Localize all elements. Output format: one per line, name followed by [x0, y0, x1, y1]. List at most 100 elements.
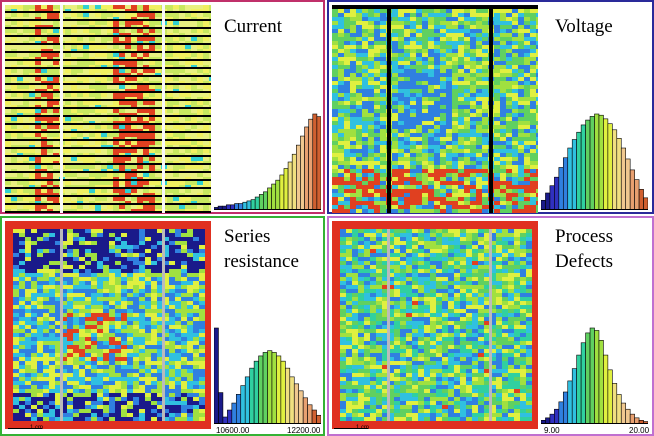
histogram-bar [249, 367, 255, 424]
histogram-bar [311, 409, 317, 424]
histogram-bar [231, 402, 237, 424]
voltage-map-image [332, 5, 538, 213]
histogram-bar [307, 404, 313, 424]
series-resistance-xmax: 12200.00 [287, 426, 321, 435]
histogram-bar [612, 383, 618, 424]
histogram-bar [302, 397, 308, 424]
histogram-bar [585, 332, 591, 424]
histogram-bar [562, 157, 569, 210]
histogram-bar [253, 360, 259, 424]
histogram-bar [267, 350, 273, 424]
series-resistance-map-image [5, 221, 211, 429]
histogram-bar [300, 135, 305, 210]
histogram-bar [620, 402, 627, 424]
process-defects-xmin: 9.00 [544, 426, 560, 435]
histogram-bar [580, 342, 586, 424]
current-map-image [5, 5, 211, 213]
histogram-bar [638, 189, 644, 210]
histogram-bar [580, 124, 586, 210]
series-resistance-histogram [214, 324, 321, 424]
histogram-bar [558, 401, 564, 424]
current-title: Current [224, 16, 283, 37]
histogram-bar [598, 114, 604, 210]
process-defects-map-image [332, 221, 538, 429]
histogram-bar [643, 197, 648, 210]
histogram-bar [612, 129, 618, 210]
histogram-bar [594, 330, 600, 424]
histogram-bar [571, 368, 577, 424]
histogram-bar [545, 192, 551, 210]
histogram-bar [312, 113, 318, 210]
histogram-bar [567, 380, 573, 424]
histogram-bar [316, 414, 321, 424]
histogram-bar [242, 201, 248, 210]
histogram-bar [298, 390, 304, 424]
histogram-bar [549, 413, 555, 424]
process-defects-xmax: 20.00 [629, 426, 650, 435]
histogram-bar [316, 116, 321, 210]
scale-bar-defects-label: 1 cm [356, 425, 370, 431]
histogram-bar [250, 199, 256, 210]
histogram-bar [558, 167, 564, 210]
histogram-bar [287, 161, 293, 210]
histogram-bar [258, 355, 264, 424]
histogram-bar [607, 123, 613, 210]
histogram-bar [218, 392, 224, 424]
histogram-bar [262, 352, 268, 424]
series-resistance-xmin: 10600.00 [216, 426, 250, 435]
histogram-bar [549, 185, 555, 210]
histogram-bar [283, 168, 289, 210]
voltage-title: Voltage [555, 16, 613, 37]
histogram-bar [554, 408, 560, 424]
process-defects-histogram [541, 324, 648, 424]
histogram-bar [625, 158, 631, 210]
histogram-bar [571, 139, 577, 210]
histogram-bar [625, 408, 631, 424]
histogram-bar [271, 352, 277, 424]
histogram-bar [629, 169, 635, 210]
histogram-bar [589, 116, 595, 210]
histogram-bar [263, 191, 268, 210]
histogram-bar [541, 199, 546, 210]
histogram-bar [293, 383, 300, 424]
histogram-bar [562, 391, 569, 424]
panel-series-resistance: Series resistance 10600.00 12200.00 [0, 216, 325, 436]
process-defects-title: Process Defects [555, 226, 614, 272]
panel-voltage: Voltage [327, 0, 654, 214]
histogram-bar [308, 118, 314, 210]
histogram-bar [603, 354, 609, 424]
histogram-bar [280, 360, 286, 424]
scale-bar-series-label: 1 cm [30, 425, 44, 431]
histogram-bar [603, 118, 609, 210]
histogram-bar [567, 147, 573, 210]
histogram-bar [279, 174, 285, 210]
histogram-bar [240, 385, 246, 424]
histogram-bar [254, 196, 260, 210]
histogram-bar [271, 183, 277, 210]
histogram-bar [275, 179, 281, 210]
histogram-bar [616, 394, 622, 424]
histogram-bar [629, 413, 635, 424]
scale-bar-defects [334, 428, 368, 429]
histogram-bar [304, 126, 309, 210]
histogram-bar [616, 138, 622, 210]
panel-current: Current [0, 0, 325, 214]
histogram-bar [285, 367, 291, 424]
histogram-bar [607, 369, 613, 424]
histogram-bar [554, 176, 560, 210]
histogram-bar [291, 153, 297, 210]
histogram-bar [576, 131, 582, 210]
histogram-bar [267, 187, 272, 210]
histogram-bar [589, 327, 595, 424]
histogram-bar [235, 394, 242, 424]
histogram-bar [289, 376, 295, 424]
histogram-bar [276, 355, 282, 424]
histogram-bar [576, 354, 582, 424]
scale-bar-series [8, 428, 42, 429]
panel-process-defects: Process Defects 9.00 20.00 [327, 216, 654, 436]
histogram-bar [598, 340, 604, 424]
histogram-bar [296, 144, 301, 210]
histogram-bar [214, 327, 219, 424]
current-histogram [214, 110, 321, 210]
histogram-bar [246, 200, 252, 210]
